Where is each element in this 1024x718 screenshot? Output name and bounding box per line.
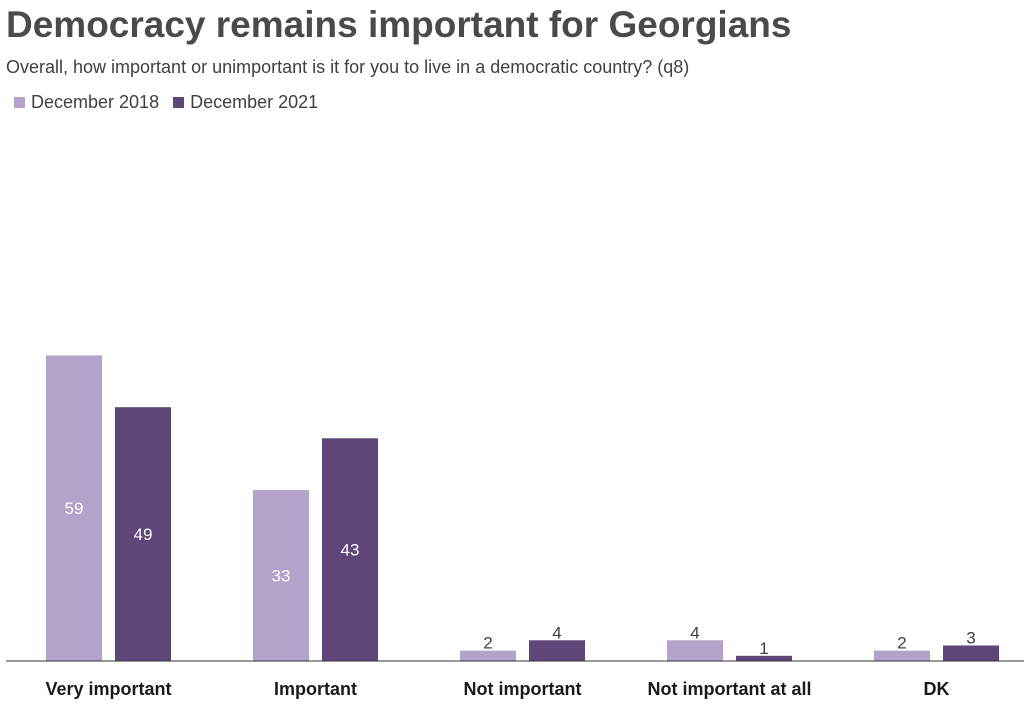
bar-1-1 [322,438,378,661]
bar-0-1 [253,490,309,661]
category-label-2: Not important [464,679,582,699]
chart-title: Democracy remains important for Georgian… [6,4,792,45]
bar-1-3 [736,655,792,661]
category-label-4: DK [924,679,950,699]
legend-item-2021: December 2021 [173,92,318,113]
bar-0-2 [460,650,516,661]
chart-legend: December 2018 December 2021 [14,92,332,113]
data-label-1-2: 4 [552,623,561,642]
bar-0-4 [874,650,930,661]
chart-subtitle: Overall, how important or unimportant is… [6,57,690,77]
legend-label-2018: December 2018 [31,92,160,112]
category-label-1: Important [274,679,357,699]
bar-1-0 [115,407,171,661]
data-label-1-1: 43 [341,541,360,560]
legend-swatch-2018 [14,97,25,108]
legend-swatch-2021 [173,97,185,108]
data-label-0-2: 2 [483,634,492,653]
bar-1-2 [529,640,585,661]
legend-item-2018: December 2018 [14,92,159,113]
data-label-1-0: 49 [134,525,153,544]
category-label-3: Not important at all [647,679,811,699]
data-label-0-0: 59 [65,499,84,518]
data-label-0-1: 33 [272,567,291,586]
bar-1-4 [943,645,999,661]
data-label-1-4: 3 [966,628,975,647]
legend-label-2021: December 2021 [190,92,319,112]
bar-0-3 [667,640,723,661]
data-label-0-4: 2 [897,634,906,653]
data-label-1-3: 1 [759,639,768,658]
bar-0-0 [46,355,102,661]
data-label-0-3: 4 [690,623,699,642]
category-label-0: Very important [45,679,171,699]
